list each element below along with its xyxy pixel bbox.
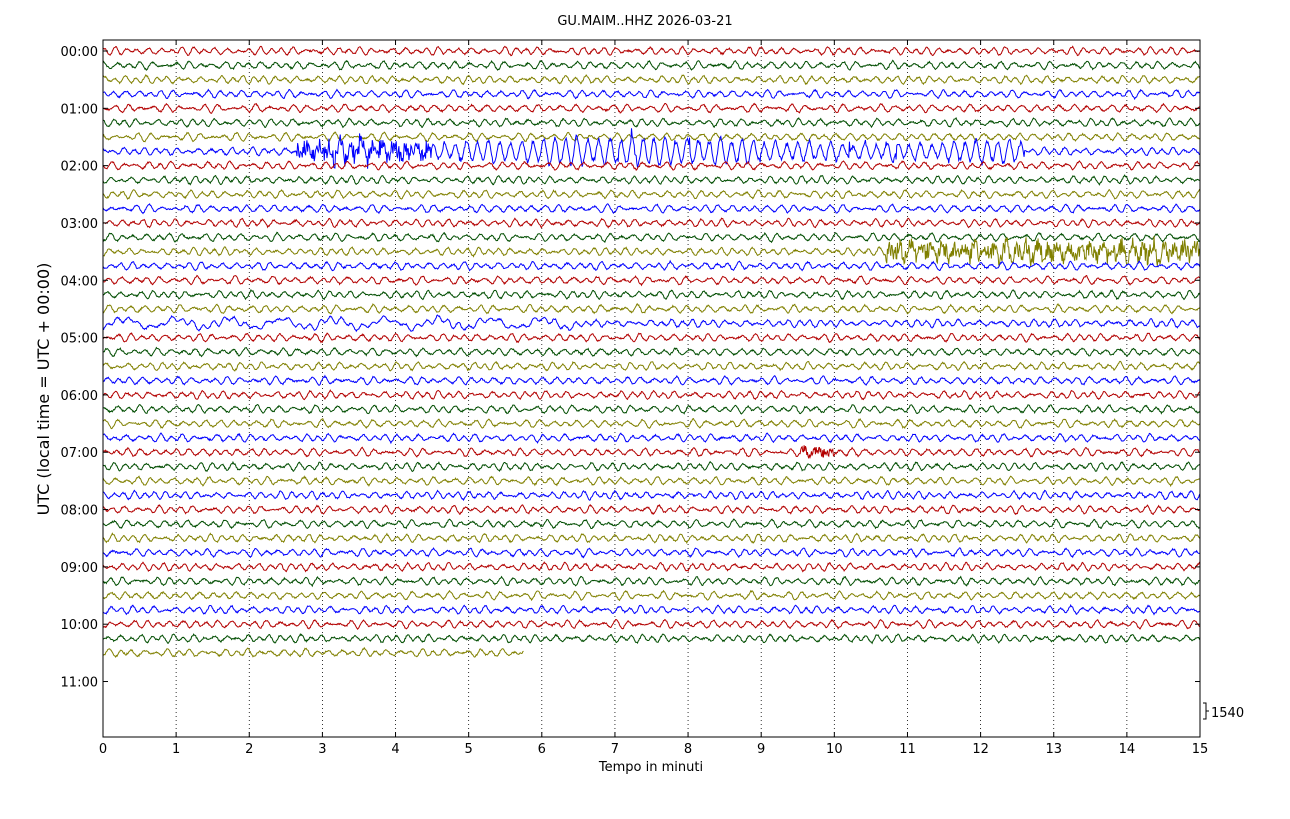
- seismic-trace: [102, 346, 1201, 358]
- seismic-trace: [102, 102, 1201, 114]
- seismic-trace: [102, 489, 1201, 502]
- x-tick-label: 3: [318, 742, 326, 757]
- y-tick-label: 03:00: [61, 217, 98, 232]
- x-tick-label: 6: [538, 742, 546, 757]
- y-tick-label: 01:00: [61, 102, 98, 117]
- y-tick-label: 00:00: [61, 45, 98, 60]
- x-tick-label: 12: [972, 742, 989, 757]
- seismic-trace: [102, 460, 1201, 473]
- scale-label: 1540: [1211, 706, 1244, 721]
- seismic-trace: [102, 231, 1201, 244]
- seismic-trace: [102, 547, 1201, 559]
- seismic-trace: [102, 314, 1201, 333]
- seismic-trace: [102, 59, 1201, 71]
- x-tick-label: 4: [391, 742, 399, 757]
- seismic-trace: [102, 303, 1201, 315]
- x-tick-label: 7: [611, 742, 619, 757]
- seismic-trace: [102, 503, 1201, 516]
- seismic-trace: [102, 74, 1201, 86]
- y-tick-label: 11:00: [61, 676, 98, 691]
- seismic-trace: [102, 174, 1201, 186]
- y-tick-label: 06:00: [61, 389, 98, 404]
- seismic-trace: [102, 603, 1201, 616]
- seismic-trace: [102, 403, 1201, 415]
- y-tick-label: 02:00: [61, 160, 98, 175]
- seismic-trace: [102, 116, 1201, 129]
- seismic-trace: [102, 445, 1201, 459]
- seismic-trace: [102, 618, 1201, 630]
- seismic-trace: [102, 45, 1201, 57]
- scale-bar: 1540: [1203, 702, 1244, 721]
- chart-title: GU.MAIM..HHZ 2026-03-21: [557, 14, 732, 29]
- plot-frame: [102, 39, 1201, 738]
- seismic-trace: [102, 88, 1201, 101]
- seismic-trace: [102, 532, 1201, 545]
- y-tick-label: 07:00: [61, 446, 98, 461]
- x-axis-label: Tempo in minuti: [598, 760, 703, 775]
- seismic-trace: [102, 360, 1201, 372]
- seismic-trace: [102, 561, 1201, 573]
- x-tick-label: 11: [899, 742, 916, 757]
- seismic-trace: [102, 589, 1201, 602]
- x-tick-label: 14: [1119, 742, 1136, 757]
- x-tick-label: 0: [99, 742, 107, 757]
- seismic-trace: [102, 646, 524, 659]
- x-tick-label: 13: [1045, 742, 1062, 757]
- seismic-trace: [102, 203, 1201, 215]
- seismic-trace: [102, 518, 1201, 530]
- seismic-trace: [102, 389, 1201, 401]
- seismic-trace: [102, 259, 1201, 272]
- x-tick-label: 10: [826, 742, 843, 757]
- seismic-trace: [102, 160, 1201, 171]
- y-tick-label: 09:00: [61, 561, 98, 576]
- seismic-trace: [102, 432, 1201, 445]
- seismic-trace: [103, 575, 1201, 588]
- seismic-trace: [102, 475, 1201, 488]
- seismic-trace: [102, 128, 1201, 169]
- seismic-trace: [102, 131, 1201, 143]
- y-tick-label: 05:00: [61, 332, 98, 347]
- x-tick-label: 15: [1192, 742, 1209, 757]
- grid-lines: [175, 40, 1128, 737]
- seismic-trace: [102, 632, 1201, 645]
- seismic-trace: [102, 288, 1201, 301]
- scale-bracket: [1203, 702, 1209, 720]
- y-tick-label: 04:00: [61, 274, 98, 289]
- y-tick-label: 08:00: [61, 504, 98, 519]
- x-tick-label: 5: [465, 742, 473, 757]
- seismic-traces: [102, 45, 1201, 659]
- x-tick-label: 9: [757, 742, 765, 757]
- seismic-trace: [102, 374, 1201, 387]
- y-tick-label: 10:00: [61, 618, 98, 633]
- x-tick-label: 1: [172, 742, 180, 757]
- seismic-trace: [102, 417, 1201, 430]
- x-tick-label: 8: [684, 742, 692, 757]
- seismic-trace: [102, 274, 1201, 287]
- seismic-trace: [102, 217, 1201, 229]
- seismic-trace: [102, 332, 1201, 344]
- y-axis-label: UTC (local time = UTC + 00:00): [34, 263, 53, 516]
- seismic-trace: [102, 236, 1201, 267]
- seismic-trace: [102, 188, 1201, 200]
- x-tick-label: 2: [245, 742, 253, 757]
- axis-ticks: 0 1 2 3 4 5 6 7 8 9 10 11 12 13 14 1500:0001:0002:0003:…: [61, 40, 1209, 757]
